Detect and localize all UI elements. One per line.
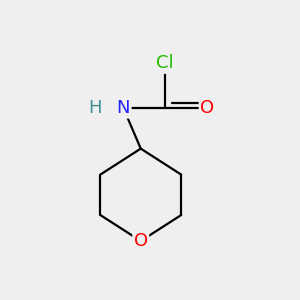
- Text: Cl: Cl: [157, 54, 174, 72]
- Text: O: O: [134, 232, 148, 250]
- Text: O: O: [200, 99, 214, 117]
- Text: H: H: [88, 99, 101, 117]
- Text: N: N: [117, 99, 130, 117]
